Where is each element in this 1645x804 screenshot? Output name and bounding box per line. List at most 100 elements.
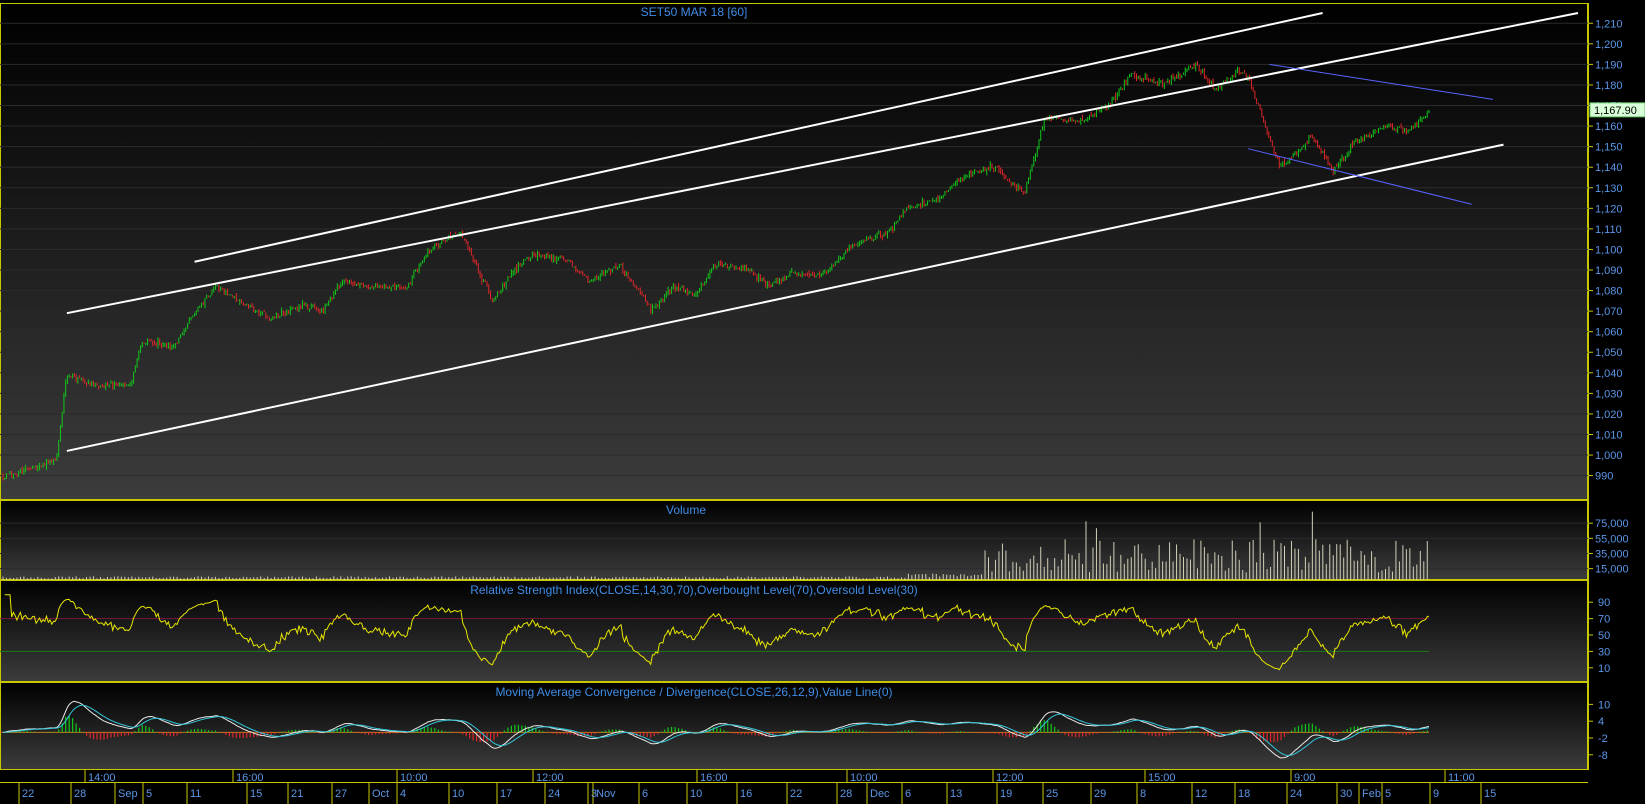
x-tick-label: 12:00 (996, 772, 1024, 784)
volume-chart-title: Volume (666, 503, 706, 517)
x-tick-label: 12 (1195, 788, 1207, 800)
panel-macd-border (0, 682, 1588, 770)
x-tick-label: 15 (1484, 788, 1496, 800)
rsi-line (4, 594, 1430, 671)
price-tick-label: 1,020 (1595, 409, 1623, 421)
trendline-channel-lower (66, 143, 1504, 452)
rsi-tick-label: 30 (1598, 646, 1610, 658)
price-tick-label: 1,200 (1595, 39, 1623, 51)
volume-tick-label: 55,000 (1595, 533, 1629, 545)
volume-tick-label: 15,000 (1595, 564, 1629, 576)
panel-price-background (0, 3, 1588, 500)
x-tick-label: Feb (1362, 788, 1381, 800)
panel-price-axis-area (1588, 3, 1645, 500)
panel-volume-border (0, 500, 1588, 580)
x-tick-label: 22 (22, 788, 34, 800)
panel-macd-background (0, 682, 1588, 770)
x-tick-label: 9:00 (1294, 772, 1315, 784)
macd-tick-label: -2 (1598, 733, 1608, 745)
price-tick-label: 1,160 (1595, 121, 1623, 133)
x-tick-label: 16:00 (236, 772, 264, 784)
price-tick-label: 1,130 (1595, 183, 1623, 195)
volume-tick-label: 75,000 (1595, 518, 1629, 530)
x-tick-label: 28 (840, 788, 852, 800)
x-tick-label: 10 (452, 788, 464, 800)
price-tick-label: 1,010 (1595, 429, 1623, 441)
trendline-down-channel-upper (1269, 63, 1493, 100)
price-tick-label: 1,060 (1595, 327, 1623, 339)
x-axis-area (0, 770, 1645, 804)
price-chart-title: SET50 MAR 18 [60] (641, 5, 748, 19)
panel-rsi-background (0, 580, 1588, 682)
panel-price-border (0, 3, 1588, 500)
macd-signal-line (3, 704, 1430, 756)
price-tick-label: 1,080 (1595, 286, 1623, 298)
price-tick-label: 1,190 (1595, 59, 1623, 71)
x-tick-label: 10:00 (400, 772, 428, 784)
x-tick-label: 24 (548, 788, 560, 800)
x-tick-label: 21 (291, 788, 303, 800)
x-tick-label: 19 (1000, 788, 1012, 800)
x-tick-label: 10:00 (850, 772, 878, 784)
x-tick-label: 27 (335, 788, 347, 800)
rsi-tick-label: 90 (1598, 597, 1610, 609)
x-tick-label: 16 (740, 788, 752, 800)
trendline-channel-upper-parallel (194, 12, 1323, 263)
rsi-tick-label: 10 (1598, 663, 1610, 675)
x-tick-label: 11:00 (1448, 772, 1475, 784)
x-tick-label: 28 (74, 788, 86, 800)
x-tick-label: 5 (1385, 788, 1391, 800)
x-tick-label: 30 (1340, 788, 1352, 800)
x-tick-label: 15:00 (1148, 772, 1176, 784)
last-price-label: 1,167.90 (1594, 105, 1637, 117)
price-tick-label: 1,090 (1595, 265, 1623, 277)
x-tick-label: 18 (1238, 788, 1250, 800)
rsi-chart-title: Relative Strength Index(CLOSE,14,30,70),… (470, 583, 918, 597)
x-tick-label: 11 (190, 788, 201, 800)
x-tick-label: 16:00 (700, 772, 728, 784)
x-tick-label: Sep (118, 788, 138, 800)
price-tick-label: 1,050 (1595, 347, 1623, 359)
x-tick-label: 5 (146, 788, 152, 800)
x-tick-label: 9 (1433, 788, 1439, 800)
last-price-badge (1589, 102, 1645, 118)
x-tick-label: 17 (500, 788, 512, 800)
macd-line (2, 700, 1430, 759)
price-tick-label: 1,030 (1595, 388, 1623, 400)
x-tick-label: 8 (1140, 788, 1146, 800)
x-tick-label: 29 (1094, 788, 1106, 800)
price-tick-label: 1,120 (1595, 203, 1623, 215)
x-tick-label: 22 (790, 788, 802, 800)
price-tick-label: 1,000 (1595, 450, 1623, 462)
volume-tick-label: 35,000 (1595, 548, 1629, 560)
price-tick-label: 1,070 (1595, 306, 1623, 318)
x-tick-label: 10 (690, 788, 702, 800)
price-tick-label: 1,180 (1595, 80, 1623, 92)
x-tick-label: 12:00 (536, 772, 564, 784)
price-tick-label: 1,110 (1595, 224, 1622, 236)
macd-tick-label: 10 (1598, 699, 1610, 711)
x-tick-label: 3 (591, 788, 597, 800)
panel-volume-axis-area (1588, 500, 1645, 580)
price-tick-label: 1,100 (1595, 244, 1623, 256)
panel-volume-background (0, 500, 1588, 580)
x-tick-label: 15 (250, 788, 262, 800)
price-tick-label: 1,150 (1595, 142, 1623, 154)
rsi-tick-label: 70 (1598, 614, 1610, 626)
trendline-down-channel-lower (1247, 148, 1472, 205)
x-tick-label: 6 (905, 788, 911, 800)
x-tick-label: 25 (1046, 788, 1058, 800)
x-tick-label: Nov (596, 788, 616, 800)
macd-tick-label: -8 (1598, 750, 1608, 762)
panel-rsi-axis-area (1588, 580, 1645, 682)
price-tick-label: 1,210 (1595, 18, 1623, 30)
trendline-channel-upper (66, 12, 1579, 315)
panel-macd-axis-area (1588, 682, 1645, 770)
x-tick-label: 4 (400, 788, 406, 800)
rsi-tick-label: 50 (1598, 630, 1610, 642)
x-tick-label: 13 (950, 788, 962, 800)
x-tick-label: 6 (642, 788, 648, 800)
macd-tick-label: 4 (1598, 716, 1604, 728)
